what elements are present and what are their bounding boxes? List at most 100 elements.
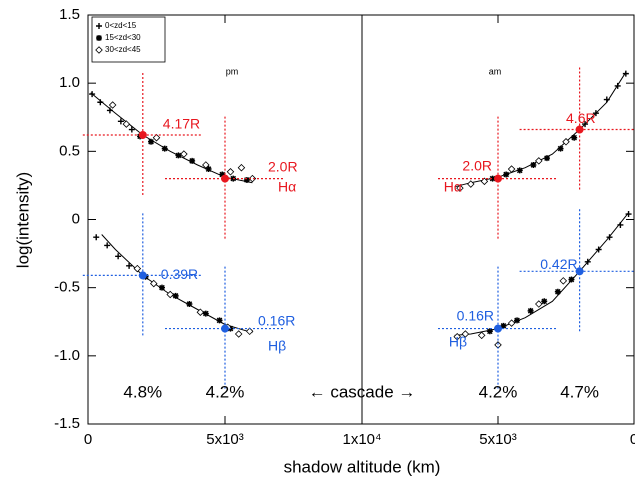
legend-marker [95, 46, 103, 54]
data-point [554, 288, 561, 295]
line-name: Hα [444, 178, 462, 194]
data-point [527, 307, 534, 314]
data-point [557, 145, 564, 152]
marker-point [138, 130, 147, 139]
data-point [571, 134, 578, 141]
data-point [180, 150, 188, 158]
data-point [595, 246, 602, 253]
data-point [106, 107, 113, 114]
data-point [89, 91, 96, 98]
data-point [202, 161, 210, 169]
data-point [543, 155, 550, 162]
y-tick-label: 0 [72, 210, 80, 227]
data-point [584, 258, 591, 265]
value-label: 0.39R [161, 266, 198, 282]
data-point [516, 167, 523, 174]
value-label: 0.16R [258, 312, 295, 328]
data-point [189, 157, 196, 164]
x-tick-label: 0 [84, 431, 92, 448]
marker-point [221, 324, 229, 333]
data-point [559, 277, 568, 285]
data-point [453, 332, 461, 341]
y-tick-label: 0.5 [59, 142, 80, 159]
percent-label: 4.8% [123, 382, 162, 401]
value-label: 0.42R [540, 256, 577, 272]
data-point [477, 331, 486, 340]
data-point [122, 120, 131, 128]
y-tick-label: 1.0 [59, 74, 80, 91]
data-point [489, 175, 496, 182]
data-point [535, 157, 543, 165]
data-point [104, 242, 111, 249]
data-point [603, 96, 610, 103]
percent-label: 4.2% [479, 382, 518, 401]
y-tick-label: -1.5 [54, 415, 80, 432]
value-label: 2.0R [268, 158, 298, 174]
data-point [568, 276, 575, 283]
marker-point [494, 324, 502, 333]
data-point [535, 300, 543, 308]
x-tick-label: 5x10³ [206, 431, 244, 448]
marker-point [221, 174, 229, 183]
legend-marker [96, 35, 102, 41]
data-point [562, 138, 570, 146]
data-point [216, 317, 223, 324]
x-axis-label: shadow altitude (km) [284, 457, 441, 476]
data-point [108, 101, 117, 109]
data-point [158, 284, 165, 291]
data-point [243, 176, 250, 183]
y-tick-label: -0.5 [54, 279, 80, 296]
legend-box [91, 16, 166, 63]
data-point [196, 308, 205, 316]
data-point [514, 317, 521, 324]
data-point [486, 328, 493, 335]
data-point [606, 234, 613, 241]
x-tick-label: 5x10³ [479, 431, 517, 448]
data-point [97, 99, 104, 106]
data-point [161, 145, 168, 152]
data-point [467, 180, 475, 188]
y-tick-label: -1.0 [54, 347, 80, 364]
data-point [152, 133, 161, 142]
data-point [205, 166, 212, 173]
data-point [202, 310, 209, 317]
data-point [115, 253, 122, 260]
data-point [507, 319, 516, 327]
value-label: 2.0R [462, 157, 492, 173]
data-point [541, 298, 548, 305]
data-point [128, 126, 135, 133]
data-point [148, 138, 155, 145]
data-point [503, 171, 510, 178]
marker-point [494, 174, 502, 183]
data-point [617, 221, 624, 228]
annotation: ← cascade → [309, 382, 416, 401]
data-point [172, 292, 179, 299]
data-point [480, 177, 489, 186]
value-label: 4.17R [163, 116, 200, 132]
data-point [126, 262, 133, 269]
data-point [625, 211, 632, 218]
data-point [234, 330, 243, 338]
data-point [186, 301, 193, 308]
data-point [582, 121, 589, 128]
value-label: 4.6R [566, 110, 596, 126]
data-point [456, 184, 464, 192]
plot-frame [87, 14, 635, 425]
value-label: 0.16R [457, 307, 494, 323]
x-tick-label: 1x10⁴ [343, 431, 382, 448]
panel-label: am [489, 66, 502, 76]
line-name: Hα [278, 178, 296, 194]
data-point [507, 165, 516, 173]
y-tick-label: 1.5 [59, 6, 80, 23]
data-point [500, 322, 507, 329]
data-point [530, 161, 537, 168]
percent-label: 4.2% [206, 382, 245, 401]
data-point [166, 290, 174, 299]
y-axis-label: log(intensity) [13, 172, 32, 268]
legend-label: 15<zd<30 [105, 33, 141, 42]
data-point [133, 264, 142, 273]
data-point [149, 279, 158, 288]
data-point [237, 163, 246, 172]
